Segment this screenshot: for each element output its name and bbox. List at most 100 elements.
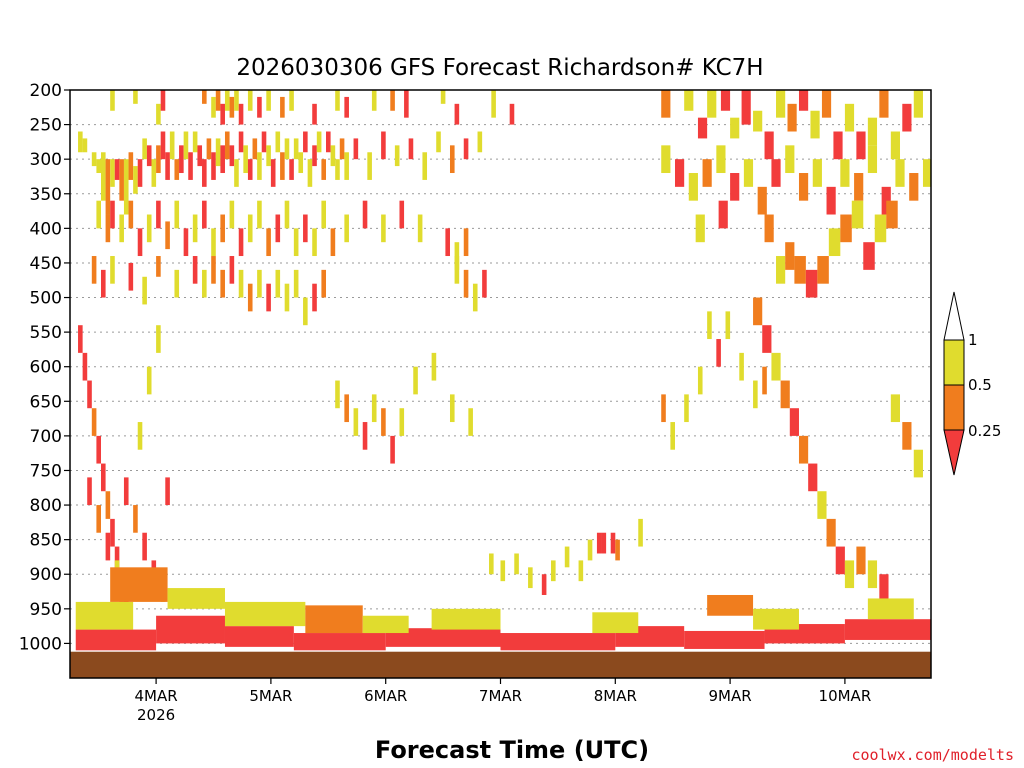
ri-cell (661, 145, 671, 174)
ri-cell (215, 138, 221, 167)
ri-cell (289, 90, 294, 111)
surface-cell (707, 594, 754, 616)
y-tick-label: 500 (30, 289, 62, 309)
ri-cell (174, 200, 180, 229)
ri-cell (413, 366, 418, 395)
ri-cell (312, 283, 317, 312)
ri-cell (312, 103, 317, 125)
ri-cell (206, 138, 212, 160)
ri-cell (344, 96, 349, 118)
ri-cell (454, 103, 460, 125)
ri-cell (436, 131, 441, 153)
ri-cell (810, 110, 820, 139)
ri-cell (835, 546, 845, 575)
ri-cell (293, 269, 299, 298)
ri-cell (764, 131, 774, 160)
ri-cell (202, 269, 207, 298)
ri-cell (192, 214, 198, 243)
ri-cell (661, 394, 666, 423)
ri-cell (257, 152, 262, 180)
x-tick-year: 2026 (137, 706, 175, 724)
ri-cell (261, 131, 267, 153)
ri-cell (776, 90, 786, 118)
ri-cell (684, 394, 689, 423)
ri-cell (339, 138, 345, 160)
y-tick-label: 800 (30, 496, 62, 516)
ri-cell (587, 539, 593, 561)
ri-cell (303, 297, 308, 326)
ri-cell (771, 352, 781, 381)
ri-cell (284, 138, 290, 160)
ri-cell (275, 269, 281, 298)
y-tick-label: 900 (30, 565, 62, 585)
surface-cell (167, 588, 225, 609)
colorbar-label: 1 (968, 331, 978, 349)
ri-cell (137, 422, 143, 450)
x-tick-label: 4MAR (135, 687, 178, 705)
ri-cell (739, 352, 744, 381)
ri-cell (174, 269, 180, 298)
ri-cell (381, 131, 386, 160)
ri-cell (674, 159, 685, 187)
ri-cell (247, 159, 253, 180)
ri-cell (362, 200, 368, 229)
ri-cell (913, 449, 923, 478)
ri-cell (753, 380, 758, 409)
ri-cell (854, 173, 864, 201)
ri-cell (119, 159, 124, 201)
ri-cell (330, 228, 336, 257)
ri-cell (174, 159, 180, 180)
ri-cell (610, 532, 616, 554)
ri-cell (280, 152, 285, 180)
ri-cell (661, 90, 671, 118)
ri-cell (344, 394, 349, 423)
ri-cell (638, 518, 643, 547)
ri-cell (257, 269, 262, 298)
ri-cell (578, 560, 584, 582)
ri-cell (707, 311, 712, 340)
ri-cell (156, 103, 161, 125)
ri-cell (142, 138, 147, 160)
ri-cell (137, 228, 143, 257)
surface-cell (75, 601, 134, 630)
ri-cell (96, 435, 101, 464)
ri-cell (293, 138, 299, 160)
ri-cell (220, 103, 225, 125)
ri-cell (238, 103, 244, 125)
ri-cell (114, 159, 120, 180)
ri-cell (229, 256, 235, 284)
ri-cell (110, 90, 115, 111)
ri-cell (87, 380, 92, 409)
ri-cell (422, 152, 428, 180)
ri-cell (886, 200, 898, 229)
source-credit[interactable]: coolwx.com/modelts (851, 746, 1014, 764)
ri-cell (798, 173, 809, 201)
ri-cell (798, 90, 809, 111)
ri-cell (128, 152, 134, 180)
ri-cell (753, 110, 763, 132)
ri-cell (463, 269, 469, 298)
ri-cell (762, 366, 767, 395)
ri-cell (771, 159, 781, 187)
ri-cell (695, 214, 705, 243)
ri-cell (725, 311, 731, 340)
colorbar-segment-025-05 (943, 384, 965, 431)
ri-cell (477, 131, 483, 153)
ri-cell (697, 366, 703, 395)
ri-cell (697, 117, 708, 139)
colorbar-legend: 0.25 0.5 1 (943, 291, 1001, 476)
surface-cell (431, 608, 501, 630)
ri-cell (874, 214, 887, 243)
ri-cell (110, 518, 115, 547)
ri-cell (817, 256, 829, 284)
ri-cell (142, 276, 147, 305)
ri-cells (78, 90, 931, 616)
ri-cell (844, 103, 855, 132)
ri-cell (275, 131, 281, 153)
ri-cell (489, 553, 494, 575)
ri-cell (785, 145, 795, 174)
ri-cell (601, 532, 607, 554)
x-tick-label: 7MAR (479, 687, 522, 705)
ri-cell (165, 477, 170, 506)
ri-cell (183, 228, 189, 257)
